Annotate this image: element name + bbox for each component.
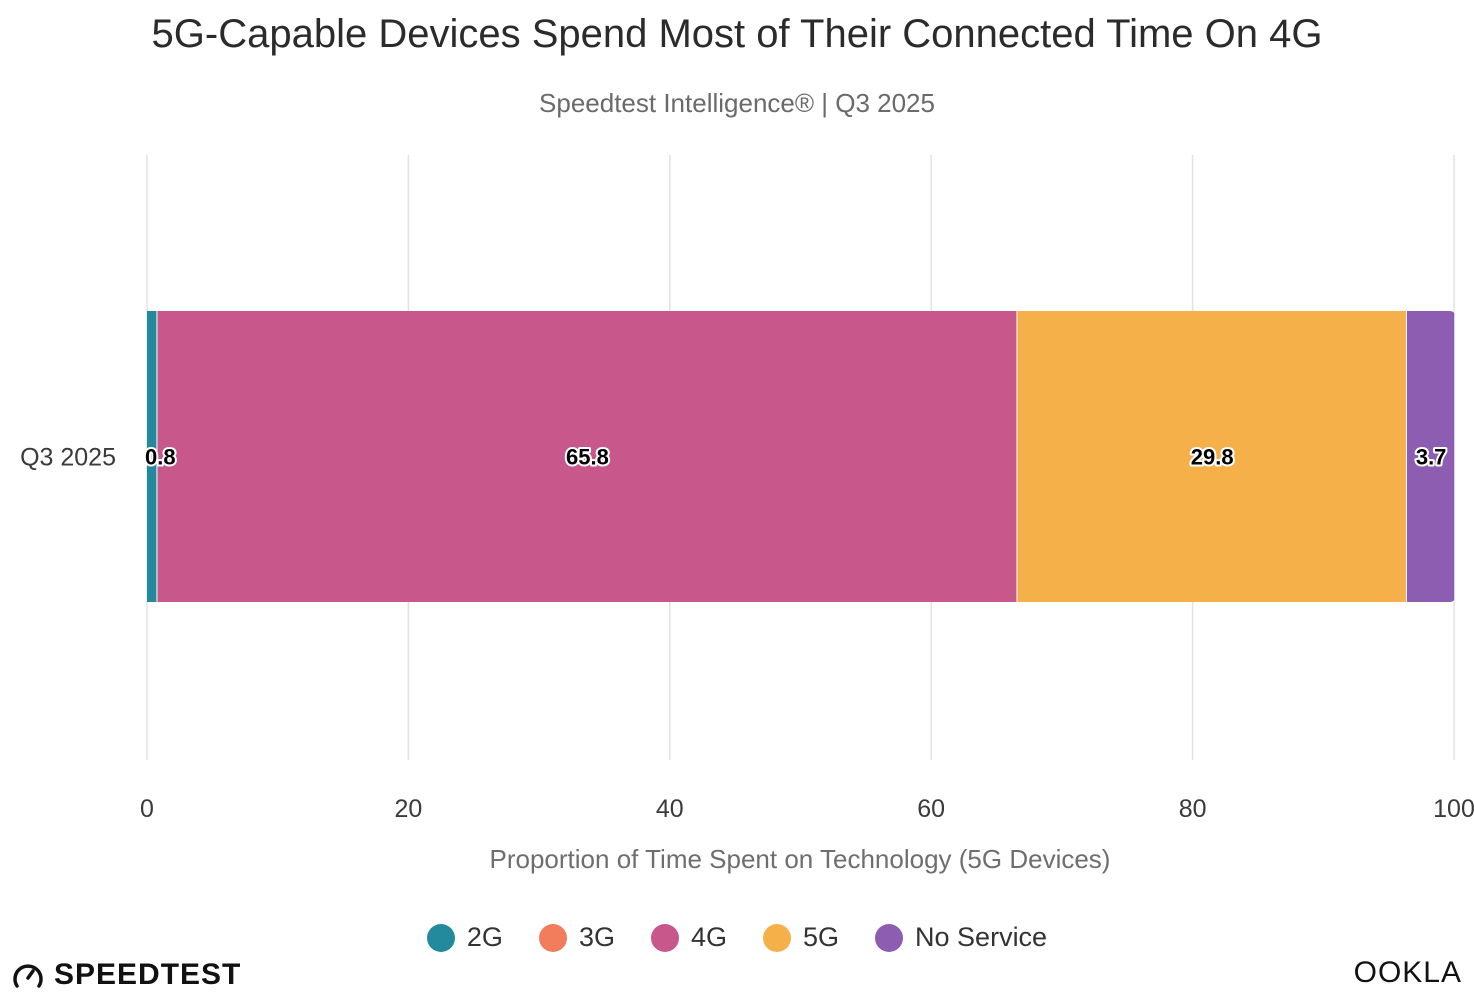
- bar-segment-no-service: [1406, 311, 1456, 602]
- x-tick-label: 60: [917, 795, 945, 823]
- stacked-bar-chart: 0.8 65.8 29.8 3.7 0 20 40 60 80 100 Q3 2025 Prop…: [20, 155, 1474, 874]
- ookla-logo: OOKLA: [1353, 956, 1462, 989]
- legend-item-3g[interactable]: 3G: [538, 922, 615, 953]
- legend-swatch: [763, 923, 791, 952]
- legend-item-4g[interactable]: 4G: [650, 922, 727, 953]
- bar-segment-2g: [147, 311, 158, 602]
- data-labels: 0.8 65.8 29.8 3.7: [143, 443, 1448, 472]
- legend-item-2g[interactable]: 2G: [426, 922, 503, 953]
- legend-label: No Service: [915, 922, 1048, 952]
- legend-label: 5G: [803, 922, 840, 952]
- chart-title: 5G-Capable Devices Spend Most of Their C…: [151, 12, 1323, 56]
- bar-segment-5g: [1017, 311, 1407, 602]
- legend-item-5g[interactable]: 5G: [763, 922, 839, 953]
- category-labels: Q3 2025: [20, 444, 116, 472]
- x-tick-label: 100: [1433, 795, 1474, 823]
- category-label: Q3 2025: [20, 444, 116, 472]
- legend-label: 2G: [466, 922, 503, 952]
- speedtest-wordmark: SPEEDTEST: [54, 958, 242, 991]
- x-tick-label: 40: [656, 795, 684, 823]
- speedtest-logo: SPEEDTEST: [12, 958, 241, 992]
- x-tick-label: 0: [140, 795, 154, 823]
- legend-swatch: [426, 923, 455, 952]
- legend-label: 4G: [690, 922, 727, 952]
- bars: [147, 311, 1457, 602]
- speedometer-icon: [13, 964, 43, 988]
- x-axis-label: Proportion of Time Spent on Technology (…: [490, 844, 1111, 874]
- legend-item-no-service[interactable]: No Service: [875, 922, 1047, 953]
- x-tick-label: 20: [394, 795, 422, 823]
- x-tick-label: 80: [1179, 795, 1207, 823]
- legend: 2G 3G 4G 5G No Service: [0, 922, 1474, 953]
- legend-swatch: [538, 923, 567, 952]
- legend-label: 3G: [578, 922, 615, 952]
- data-label-no-service: 3.7: [1416, 445, 1447, 470]
- data-label-5g: 29.8: [1191, 445, 1234, 470]
- chart-subtitle: Speedtest Intelligence® | Q3 2025: [539, 88, 935, 118]
- x-axis-ticks: 0 20 40 60 80 100: [140, 795, 1474, 823]
- bar-segment-4g: [157, 311, 1018, 602]
- data-label-2g: 0.8: [145, 445, 176, 470]
- data-label-4g: 65.8: [566, 445, 609, 470]
- legend-swatch: [875, 923, 904, 952]
- legend-swatch: [650, 923, 679, 952]
